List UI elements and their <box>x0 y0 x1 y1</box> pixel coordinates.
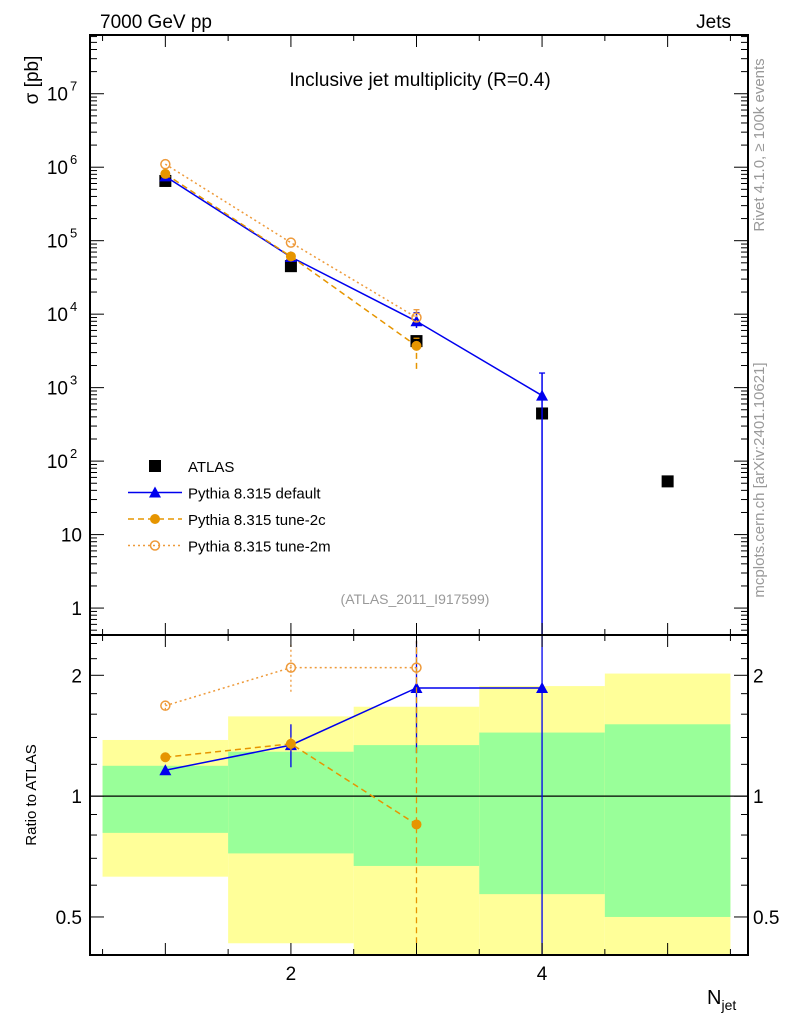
data-point-pythia-8-315-tune-2m <box>160 158 171 170</box>
ratio-frame <box>89 634 749 956</box>
rivet-version-label: Rivet 4.1.0, ≥ 100k events <box>751 58 768 231</box>
y-tick-label: 10 <box>61 526 82 547</box>
header-left: 7000 GeV pp <box>100 12 212 33</box>
y-tick-label: 10 <box>47 305 68 326</box>
ratio-point <box>411 662 422 673</box>
legend-marker <box>149 460 161 472</box>
ratio-y-tick-label: 2 <box>71 666 82 687</box>
ratio-point <box>160 700 171 711</box>
y-tick-label: 10 <box>47 232 68 253</box>
ratio-line-0 <box>165 687 543 771</box>
ratio-y-tick-label: 0.5 <box>56 908 82 929</box>
data-point-pythia-8-315-tune-2m <box>411 312 422 323</box>
ratio-point <box>159 764 172 776</box>
ratio-y-tick-label-right: 0.5 <box>753 908 779 929</box>
y-tick-exponent: 4 <box>70 299 77 314</box>
y-tick-exponent: 3 <box>70 373 77 388</box>
ratio-line-2 <box>165 666 417 707</box>
chart-title: Inclusive jet multiplicity (R=0.4) <box>289 70 550 91</box>
y-tick-exponent: 2 <box>70 446 77 461</box>
legend-entry: ATLAS <box>188 459 234 476</box>
uncertainty-band-inner <box>102 765 229 833</box>
y-tick-exponent: 5 <box>70 226 77 241</box>
data-point-pythia-8-315-tune-2c <box>285 251 296 262</box>
ratio-y-tick-label-right: 1 <box>753 787 764 808</box>
mcplots-label: mcplots.cern.ch [arXiv:2401.10621] <box>751 362 768 597</box>
x-tick-label: 4 <box>537 964 548 985</box>
y-axis-label: σ [pb] <box>22 56 43 105</box>
uncertainty-band-inner <box>353 745 480 866</box>
series-line-3 <box>164 163 417 319</box>
legend-marker <box>149 486 161 498</box>
data-point-atlas <box>284 260 297 273</box>
analysis-label: (ATLAS_2011_I917599) <box>341 591 490 607</box>
y-tick-label: 10 <box>47 379 68 400</box>
uncertainty-band-inner <box>228 751 354 854</box>
data-point-pythia-8-315-tune-2c <box>160 168 171 179</box>
y-tick-exponent: 6 <box>70 152 77 167</box>
y-tick-exponent: 7 <box>70 79 77 94</box>
ratio-point <box>285 662 297 673</box>
ratio-y-axis-label: Ratio to ATLAS <box>23 744 40 845</box>
ratio-point <box>536 681 549 693</box>
legend-entry: Pythia 8.315 tune-2m <box>188 539 331 556</box>
data-point-pythia-8-315-default <box>536 389 549 401</box>
y-tick-label: 1 <box>71 599 82 620</box>
y-tick-label: 10 <box>47 452 68 473</box>
data-point-pythia-8-315-tune-2m <box>285 237 297 248</box>
series-line-1 <box>164 175 543 397</box>
legend-marker <box>149 540 161 551</box>
uncertainty-band-inner <box>604 724 731 917</box>
ratio-line-1 <box>165 743 417 826</box>
ratio-y-tick-label: 1 <box>71 787 82 808</box>
header-right: Jets <box>696 12 731 33</box>
legend-marker <box>150 514 160 524</box>
data-point-pythia-8-315-tune-2c <box>411 340 422 351</box>
legend-entry: Pythia 8.315 default <box>188 486 321 503</box>
x-axis-label: Njet <box>707 987 736 1013</box>
ratio-point <box>285 738 296 749</box>
ratio-point <box>411 819 422 830</box>
y-tick-label: 10 <box>47 85 68 106</box>
ratio-point <box>160 752 171 763</box>
legend-entry: Pythia 8.315 tune-2c <box>188 512 326 529</box>
x-tick-label: 2 <box>286 964 297 985</box>
y-tick-label: 10 <box>47 158 68 179</box>
ratio-y-tick-label-right: 2 <box>753 666 764 687</box>
data-point-atlas <box>661 475 674 488</box>
